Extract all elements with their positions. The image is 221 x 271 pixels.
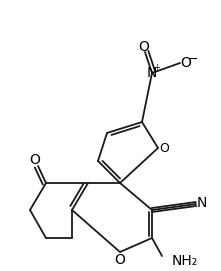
Text: O: O [30, 153, 40, 167]
Text: NH₂: NH₂ [172, 254, 198, 268]
Text: O: O [159, 143, 169, 156]
Text: N: N [147, 66, 157, 80]
Text: O: O [139, 40, 149, 54]
Text: O: O [114, 253, 126, 267]
Text: O: O [181, 56, 191, 70]
Text: −: − [188, 53, 198, 66]
Text: +: + [154, 63, 160, 72]
Text: N: N [197, 196, 207, 210]
